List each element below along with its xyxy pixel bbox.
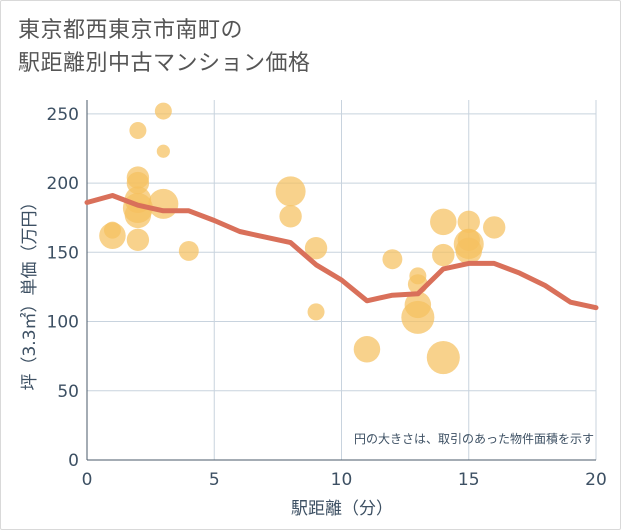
data-point bbox=[483, 216, 506, 239]
x-axis-label: 駅距離（分） bbox=[291, 499, 393, 519]
data-point bbox=[455, 237, 483, 265]
y-tick-label: 150 bbox=[47, 243, 79, 263]
data-point bbox=[401, 300, 435, 334]
data-point bbox=[156, 144, 170, 158]
grid-lines bbox=[87, 100, 597, 460]
y-axis-label: 坪（3.3㎡）単価（万円） bbox=[20, 193, 40, 390]
data-point bbox=[304, 236, 328, 260]
axes bbox=[86, 100, 596, 461]
data-point bbox=[129, 121, 147, 139]
x-tick-label: 0 bbox=[82, 470, 93, 490]
x-tick-label: 5 bbox=[209, 470, 220, 490]
size-legend-note: 円の大きさは、取引のあった物件面積を示す bbox=[354, 431, 594, 446]
data-point bbox=[154, 102, 172, 120]
chart-title: 東京都西東京市南町の 駅距離別中古マンション価格 bbox=[18, 14, 311, 80]
y-tick-label: 100 bbox=[47, 313, 79, 333]
x-tick-label: 20 bbox=[585, 470, 607, 490]
data-point bbox=[430, 208, 457, 236]
average-price-line bbox=[84, 193, 599, 311]
data-point bbox=[457, 210, 480, 234]
y-tick-label: 250 bbox=[47, 105, 79, 125]
y-tick-label: 0 bbox=[68, 451, 79, 471]
data-point bbox=[382, 249, 403, 270]
title-line-1: 東京都西東京市南町の bbox=[18, 18, 244, 43]
data-point bbox=[426, 341, 460, 375]
data-point bbox=[307, 303, 325, 321]
data-point bbox=[126, 228, 150, 252]
x-tick-label: 10 bbox=[331, 470, 353, 490]
data-point bbox=[353, 335, 381, 363]
data-point bbox=[148, 188, 179, 219]
data-point bbox=[178, 240, 199, 261]
data-point bbox=[279, 205, 302, 228]
data-point bbox=[103, 221, 121, 239]
data-point bbox=[275, 176, 306, 207]
y-tick-label: 50 bbox=[57, 382, 79, 402]
data-point bbox=[432, 243, 455, 267]
y-tick-label: 200 bbox=[47, 174, 79, 194]
bubble-series bbox=[99, 102, 506, 375]
average-line-series bbox=[84, 193, 599, 311]
x-tick-label: 15 bbox=[458, 470, 480, 490]
title-line-2: 駅距離別中古マンション価格 bbox=[18, 51, 311, 76]
